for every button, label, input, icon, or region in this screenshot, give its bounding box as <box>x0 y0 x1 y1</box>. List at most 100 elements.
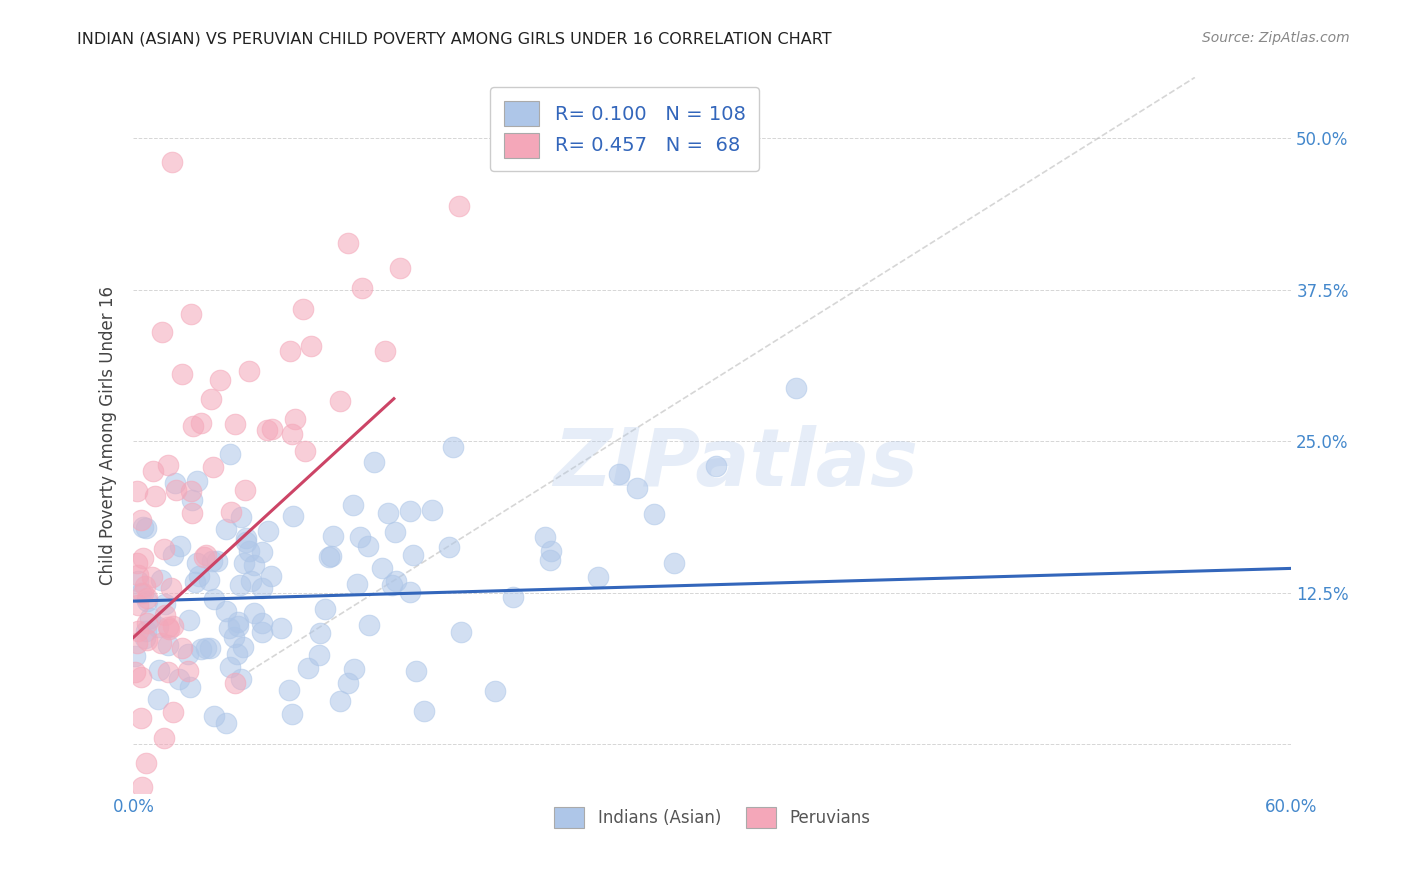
Point <box>169 539 191 553</box>
Point <box>180 483 202 498</box>
Point <box>704 458 727 473</box>
Point <box>385 574 408 589</box>
Point <box>200 392 222 406</box>
Point <box>135 632 157 647</box>
Point <box>250 616 273 631</box>
Point <box>231 509 253 524</box>
Point <box>146 691 169 706</box>
Point <box>180 307 202 321</box>
Point <box>370 561 392 575</box>
Point <box>329 393 352 408</box>
Point <box>235 532 257 546</box>
Point <box>262 422 284 436</box>
Point <box>129 513 152 527</box>
Point <box>172 641 194 656</box>
Point <box>299 338 322 352</box>
Point <box>163 475 186 490</box>
Point <box>229 578 252 592</box>
Point <box>127 574 149 588</box>
Point <box>233 483 256 497</box>
Point <box>229 673 252 687</box>
Point <box>186 557 208 571</box>
Point <box>226 619 249 633</box>
Legend: Indians (Asian), Peruvians: Indians (Asian), Peruvians <box>548 801 877 834</box>
Point <box>209 374 232 388</box>
Point <box>162 619 184 633</box>
Point <box>377 506 399 520</box>
Point <box>202 459 225 474</box>
Point <box>132 550 155 565</box>
Point <box>156 638 179 652</box>
Point <box>329 694 352 708</box>
Text: ZIPatlas: ZIPatlas <box>553 425 918 503</box>
Point <box>135 624 157 639</box>
Point <box>398 504 420 518</box>
Point <box>125 636 148 650</box>
Point <box>127 568 149 582</box>
Point <box>219 447 242 461</box>
Point <box>215 522 238 536</box>
Point <box>422 503 444 517</box>
Point <box>132 520 155 534</box>
Point <box>342 498 364 512</box>
Point <box>180 506 202 520</box>
Point <box>132 586 155 600</box>
Point <box>148 663 170 677</box>
Point <box>322 529 344 543</box>
Point <box>202 708 225 723</box>
Point <box>233 556 256 570</box>
Point <box>157 622 180 636</box>
Point <box>141 569 163 583</box>
Point <box>374 344 396 359</box>
Text: Source: ZipAtlas.com: Source: ZipAtlas.com <box>1202 31 1350 45</box>
Point <box>337 236 360 251</box>
Point <box>281 426 304 441</box>
Point <box>135 591 157 606</box>
Point <box>195 641 218 656</box>
Point <box>170 368 193 382</box>
Point <box>157 458 180 473</box>
Point <box>198 640 221 655</box>
Point <box>450 625 472 640</box>
Point <box>402 548 425 562</box>
Point <box>215 604 238 618</box>
Point <box>142 464 165 478</box>
Point <box>153 608 176 623</box>
Point <box>357 539 380 553</box>
Point <box>176 647 198 661</box>
Point <box>131 780 153 794</box>
Point <box>357 618 380 632</box>
Point <box>281 508 304 523</box>
Point <box>292 301 315 316</box>
Point <box>405 664 427 678</box>
Point <box>179 680 201 694</box>
Point <box>314 602 336 616</box>
Point <box>201 554 224 568</box>
Point <box>153 731 176 745</box>
Point <box>309 626 332 640</box>
Point <box>242 558 264 572</box>
Point <box>250 544 273 558</box>
Point <box>146 620 169 634</box>
Point <box>224 417 246 431</box>
Point <box>256 524 278 538</box>
Point <box>219 660 242 674</box>
Point <box>540 544 562 558</box>
Point <box>337 676 360 690</box>
Point <box>143 489 166 503</box>
Point <box>129 711 152 725</box>
Point <box>160 581 183 595</box>
Point <box>508 107 530 121</box>
Point <box>134 631 156 645</box>
Point <box>127 598 149 612</box>
Point <box>389 260 412 275</box>
Point <box>352 281 374 295</box>
Point <box>190 416 212 430</box>
Point <box>135 756 157 771</box>
Point <box>384 525 406 540</box>
Point <box>308 648 330 663</box>
Point <box>156 620 179 634</box>
Point <box>162 705 184 719</box>
Point <box>177 664 200 678</box>
Point <box>136 615 159 630</box>
